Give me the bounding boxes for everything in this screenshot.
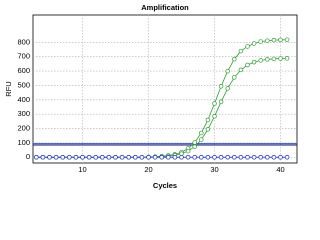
data-point	[218, 84, 224, 89]
data-point	[185, 148, 191, 154]
y-tick-label: 300	[17, 109, 30, 118]
data-point	[133, 155, 138, 160]
data-point	[251, 155, 257, 160]
data-point	[86, 155, 92, 160]
y-tick-label: 700	[17, 52, 30, 61]
data-point	[205, 155, 211, 160]
y-tick-label: 0	[26, 152, 30, 161]
data-point	[166, 155, 171, 160]
data-point	[284, 155, 290, 160]
data-point	[278, 155, 283, 160]
y-tick-label: 200	[17, 123, 30, 132]
data-point	[179, 155, 184, 160]
data-point	[218, 99, 224, 105]
data-point	[119, 155, 125, 160]
x-tick-label: 10	[78, 165, 86, 174]
data-point	[159, 155, 164, 160]
data-point	[47, 155, 52, 160]
chart-title: Amplification	[141, 3, 189, 12]
data-point	[179, 151, 184, 156]
data-point	[232, 155, 237, 160]
data-point	[53, 155, 59, 160]
data-point	[199, 155, 204, 160]
data-point	[172, 155, 178, 160]
data-point	[212, 155, 217, 160]
data-point	[139, 155, 145, 160]
data-point	[265, 38, 270, 43]
data-point	[67, 155, 72, 160]
data-point	[192, 144, 197, 149]
data-point	[238, 67, 244, 73]
data-point	[192, 155, 197, 160]
chart: Amplification Cycles RFU 0 100 200 300 400 50…	[3, 2, 298, 190]
data-point	[185, 155, 191, 160]
data-point	[199, 137, 204, 142]
data-point	[225, 86, 230, 91]
data-point	[60, 155, 65, 160]
data-point	[251, 59, 257, 65]
data-point	[80, 155, 85, 160]
data-point	[271, 56, 277, 62]
data-point	[271, 155, 277, 160]
data-point	[245, 155, 250, 160]
y-axis-label: RFU	[4, 81, 13, 96]
x-tick-label: 40	[276, 165, 284, 174]
data-point	[100, 155, 105, 160]
x-axis-label: Cycles	[153, 181, 177, 190]
data-point	[218, 155, 224, 160]
y-tick-label: 500	[17, 80, 30, 89]
page: {"chart_data": {"type": "line", "title":…	[3, 2, 298, 190]
data-point	[232, 75, 237, 80]
data-point	[146, 155, 151, 160]
y-tick-label: 400	[17, 95, 30, 104]
y-tick-label: 800	[17, 37, 30, 46]
data-point	[152, 155, 158, 160]
data-point	[192, 140, 197, 145]
data-point	[205, 127, 211, 132]
data-point	[225, 155, 230, 160]
data-point	[238, 155, 244, 160]
data-point	[212, 114, 217, 119]
x-tick-label: 20	[144, 165, 152, 174]
data-point	[258, 58, 263, 63]
y-tick-label: 100	[17, 138, 30, 147]
data-point	[284, 56, 290, 61]
data-point	[245, 44, 250, 49]
data-point	[199, 130, 204, 136]
data-point	[73, 155, 79, 160]
x-tick-label: 30	[210, 165, 218, 174]
data-point	[232, 56, 237, 62]
data-point	[278, 56, 283, 61]
data-point	[34, 155, 39, 160]
data-point	[251, 41, 257, 46]
data-point	[265, 57, 270, 62]
data-point	[258, 155, 263, 160]
plot-area	[32, 14, 298, 164]
data-point	[212, 101, 217, 106]
data-point	[271, 37, 277, 43]
data-point	[93, 155, 98, 160]
data-point	[245, 62, 250, 68]
data-point	[225, 68, 230, 74]
data-point	[278, 37, 283, 43]
data-point	[40, 155, 46, 160]
data-point	[265, 155, 270, 160]
y-tick-label: 600	[17, 66, 30, 75]
data-point	[284, 37, 290, 42]
data-point	[238, 48, 244, 54]
data-point	[205, 117, 211, 123]
data-point	[258, 39, 263, 44]
data-point	[106, 155, 112, 160]
data-point	[126, 155, 131, 160]
data-point	[113, 155, 118, 160]
